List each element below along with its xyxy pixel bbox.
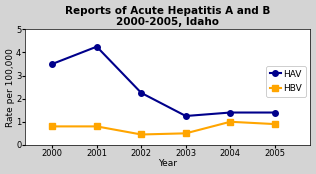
HAV	[184, 115, 188, 117]
HAV	[95, 46, 99, 48]
HBV	[139, 133, 143, 136]
HAV	[273, 112, 277, 114]
Line: HBV: HBV	[49, 119, 277, 137]
HAV	[50, 63, 54, 65]
HAV	[228, 112, 232, 114]
HBV	[273, 123, 277, 125]
HAV	[139, 92, 143, 94]
Legend: HAV, HBV: HAV, HBV	[266, 66, 306, 97]
HBV	[50, 125, 54, 127]
Line: HAV: HAV	[49, 44, 277, 119]
Title: Reports of Acute Hepatitis A and B
2000-2005, Idaho: Reports of Acute Hepatitis A and B 2000-…	[65, 6, 270, 27]
HBV	[95, 125, 99, 127]
HBV	[184, 132, 188, 134]
HBV	[228, 121, 232, 123]
X-axis label: Year: Year	[158, 159, 178, 168]
Y-axis label: Rate per 100,000: Rate per 100,000	[6, 48, 15, 126]
